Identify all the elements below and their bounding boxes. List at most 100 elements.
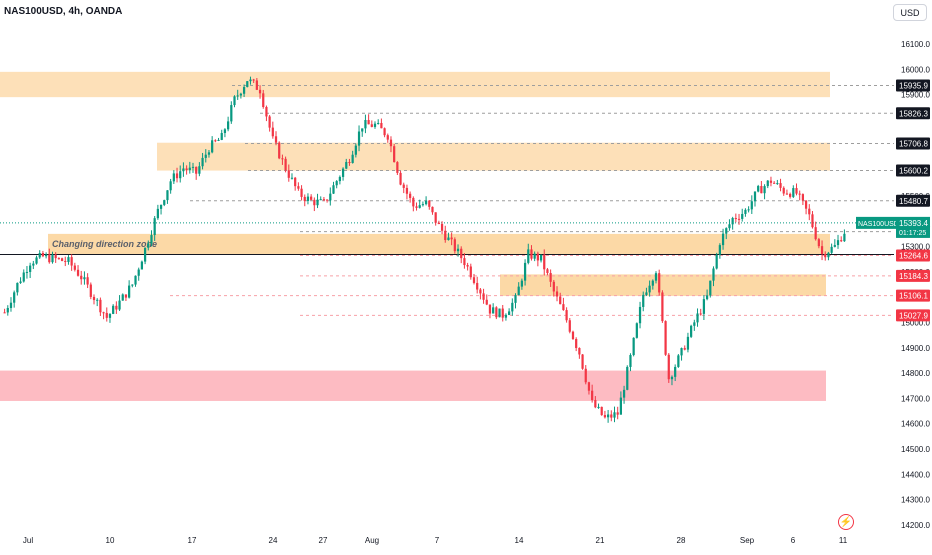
candle-body xyxy=(680,348,683,356)
candle-body xyxy=(453,239,456,252)
candle-body xyxy=(424,200,428,205)
candle-body xyxy=(99,299,102,313)
candle-body xyxy=(143,247,147,262)
candle-body xyxy=(725,228,728,234)
candle-body xyxy=(539,254,543,261)
candle-body xyxy=(41,253,45,257)
candle-body xyxy=(645,292,648,295)
candle-body xyxy=(616,412,619,415)
candle-body xyxy=(351,154,354,163)
candle-body xyxy=(476,282,479,290)
candle-body xyxy=(683,348,686,350)
candle-body xyxy=(386,135,389,140)
x-tick-label: 24 xyxy=(269,536,278,545)
level-price-label: 15264.6 xyxy=(899,251,928,260)
candle-body xyxy=(338,176,341,182)
candle-body xyxy=(128,285,131,298)
candle-body xyxy=(734,218,737,220)
candle-body xyxy=(498,308,501,318)
candle-body xyxy=(508,311,511,315)
candle-body xyxy=(664,321,667,355)
candle-body xyxy=(44,254,48,257)
candle-body xyxy=(530,249,533,259)
candle-body xyxy=(843,233,846,242)
y-tick-label: 14700.0 xyxy=(901,394,930,403)
candle-body xyxy=(377,122,380,124)
candle-body xyxy=(278,142,281,159)
candle-body xyxy=(64,260,67,262)
candle-body xyxy=(463,258,466,266)
candle-body xyxy=(811,214,814,228)
candle-body xyxy=(511,302,514,312)
zone-rect xyxy=(157,142,830,171)
candle-body xyxy=(73,265,76,270)
candle-body xyxy=(769,180,773,183)
current-price-label: 15393.4 xyxy=(899,219,928,228)
candle-body xyxy=(389,139,393,147)
candle-body xyxy=(737,218,741,220)
candle-body xyxy=(591,390,594,401)
candle-body xyxy=(29,265,32,272)
candle-body xyxy=(514,295,517,303)
candle-body xyxy=(434,212,437,223)
candle-body xyxy=(367,120,370,125)
candle-body xyxy=(587,382,591,391)
candle-body xyxy=(565,310,568,321)
symbol-tag xyxy=(856,216,896,229)
level-price-label: 15935.9 xyxy=(899,82,928,91)
candle-body xyxy=(354,145,357,155)
candle-body xyxy=(584,368,587,383)
candle-body xyxy=(86,277,89,285)
zone-rect xyxy=(48,233,830,255)
candle-body xyxy=(361,128,364,132)
candle-body xyxy=(431,206,434,213)
candle-body xyxy=(96,299,99,301)
candle-body xyxy=(134,275,137,285)
candle-body xyxy=(195,166,198,174)
candle-body xyxy=(284,158,287,171)
candle-body xyxy=(469,266,472,278)
level-price-tag xyxy=(896,289,930,302)
candle-body xyxy=(3,312,6,314)
candle-body xyxy=(626,366,629,390)
candle-body xyxy=(393,146,396,163)
candle-body xyxy=(105,312,108,318)
candle-body xyxy=(670,376,674,380)
candle-body xyxy=(760,186,763,194)
candle-body xyxy=(472,277,476,283)
candle-body xyxy=(792,188,795,197)
candle-body xyxy=(405,187,409,194)
candle-body xyxy=(804,200,808,209)
candle-body xyxy=(412,197,415,207)
candle-body xyxy=(575,339,578,348)
candle-body xyxy=(335,181,338,186)
x-tick-label: Jul xyxy=(23,536,33,545)
y-tick-label: 14600.0 xyxy=(901,420,930,429)
candle-body xyxy=(185,168,188,171)
candle-body xyxy=(654,273,658,281)
candle-body xyxy=(345,161,348,169)
lightning-icon[interactable]: ⚡ xyxy=(838,514,854,530)
current-price-tag xyxy=(896,216,930,238)
x-tick-label: 14 xyxy=(515,536,524,545)
level-price-tag xyxy=(896,269,930,282)
candle-body xyxy=(150,235,153,244)
candle-body xyxy=(201,157,204,167)
candle-body xyxy=(840,240,843,242)
candle-body xyxy=(635,323,638,338)
candle-body xyxy=(715,254,718,269)
candle-body xyxy=(191,166,195,168)
zone-label: Changing direction zone xyxy=(52,239,157,249)
candle-body xyxy=(460,248,463,259)
currency-button[interactable]: USD xyxy=(893,4,927,21)
candle-body xyxy=(300,188,303,197)
y-tick-label: 14900.0 xyxy=(901,344,930,353)
candle-body xyxy=(115,305,118,310)
candle-body xyxy=(166,190,169,201)
candle-body xyxy=(303,196,306,201)
candle-body xyxy=(175,173,179,179)
candle-body xyxy=(718,245,721,255)
candle-body xyxy=(677,355,680,367)
